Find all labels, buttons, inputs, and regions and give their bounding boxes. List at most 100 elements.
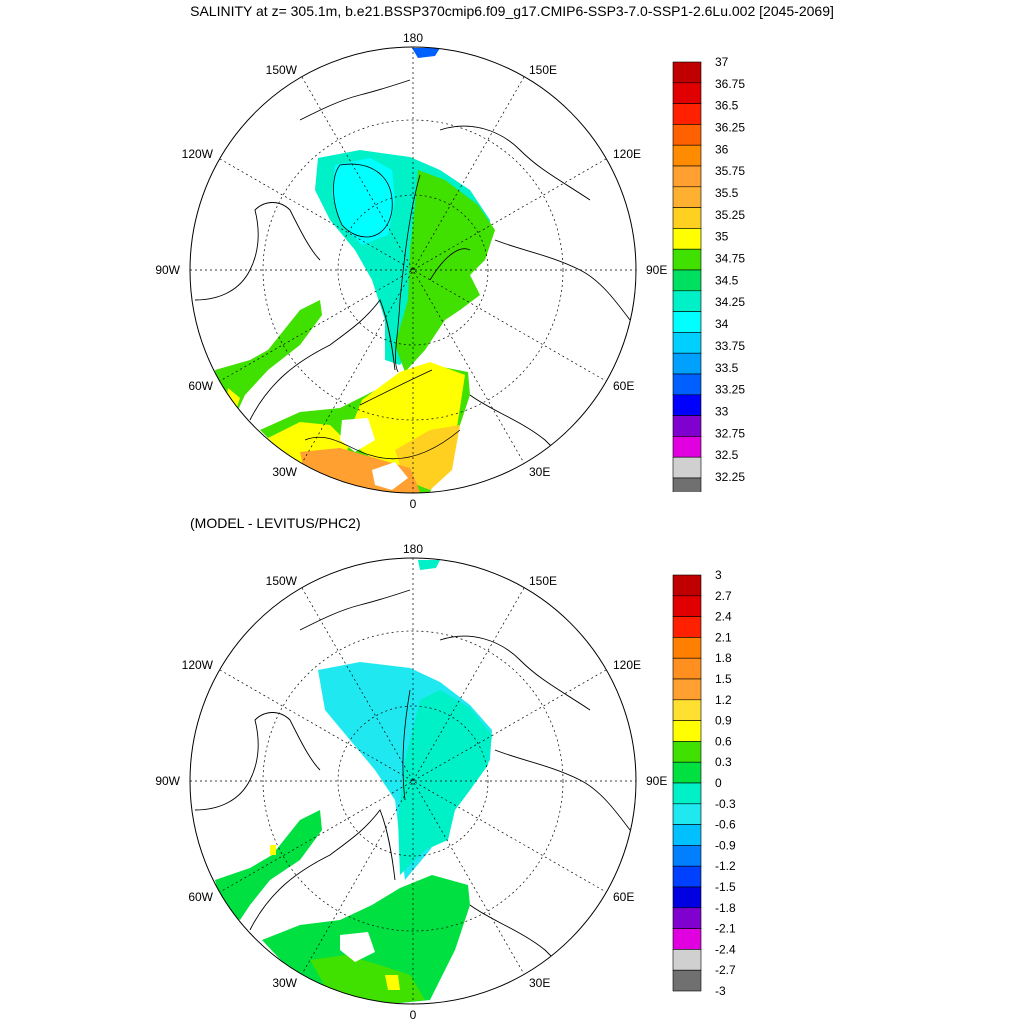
colorbar-bottom: 3 2.7 2.4 2.1 1.8 1.5 1.2 0.9 0.6 0.3 0 -0.3 -0.6 -0.… xyxy=(672,568,736,998)
colorbar-bottom-tick-label: -0.3 xyxy=(715,797,736,811)
colorbar-bottom-swatch xyxy=(672,761,702,784)
colorbar-bottom-swatch xyxy=(672,720,702,742)
colorbar-bottom-swatch xyxy=(672,928,702,950)
lon-label-60e-bottom: 60E xyxy=(613,890,634,904)
plot-title: SALINITY at z= 305.1m, b.e21.BSSP370cmip… xyxy=(190,3,834,19)
field-diff-minus-0-1 xyxy=(398,690,492,875)
lon-label-90e: 90E xyxy=(646,263,667,277)
colorbar-bottom-swatch xyxy=(672,782,702,805)
field-diff-greenland xyxy=(215,810,322,920)
lon-label-30e-bottom: 30E xyxy=(529,976,550,990)
colorbar-top-tick-label: 35 xyxy=(715,230,729,244)
lon-label-120e-bottom: 120E xyxy=(613,658,641,672)
lon-label-60e: 60E xyxy=(613,379,634,393)
lon-label-60w: 60W xyxy=(188,379,213,393)
colorbar-bottom-swatch xyxy=(672,637,702,659)
lon-label-150e-bottom: 150E xyxy=(529,574,557,588)
field-bering-blue xyxy=(412,48,440,58)
colorbar-bottom-swatch xyxy=(672,907,702,929)
colorbar-top-swatch xyxy=(672,311,702,333)
colorbar-top-tick-label: 35.5 xyxy=(715,186,739,200)
colorbar-bottom-tick-label: 1.5 xyxy=(715,672,732,686)
colorbar-top-tick-label: 36.5 xyxy=(715,99,739,113)
colorbar-top-swatch xyxy=(672,144,702,167)
lon-label-150w-bottom: 150W xyxy=(266,574,298,588)
lon-label-180: 180 xyxy=(403,31,423,45)
colorbar-bottom-tick-label: 1.8 xyxy=(715,651,732,665)
colorbar-top-swatch xyxy=(672,82,702,104)
salinity-map-top: 180 0 90W 90E 150W 120W 150E 120E 60W 30… xyxy=(155,31,667,510)
colorbar-top: 37 36.75 36.5 36.25 36 35.75 35.5 35.25 35 34.75 3… xyxy=(672,55,745,492)
land-iceland xyxy=(340,418,375,452)
colorbar-top-tick-label: 33.5 xyxy=(715,361,739,375)
colorbar-bottom-tick-label: 0.9 xyxy=(715,714,732,728)
colorbar-bottom-tick-label: -0.9 xyxy=(715,838,736,852)
colorbar-top-swatch xyxy=(672,248,702,271)
plot-subtitle: (MODEL - LEVITUS/PHC2) xyxy=(190,515,361,531)
lon-label-30e: 30E xyxy=(529,465,550,479)
colorbar-top-swatch xyxy=(672,165,702,188)
lon-label-0-bottom: 0 xyxy=(410,1008,417,1022)
field-diff-bering xyxy=(418,560,440,570)
lon-label-90e-bottom: 90E xyxy=(646,774,667,788)
colorbar-bottom-tick-label: -0.6 xyxy=(715,818,736,832)
lon-label-180-bottom: 180 xyxy=(403,542,423,556)
colorbar-bottom-tick-label: -2.4 xyxy=(715,942,736,956)
colorbar-top-tick-label: 35.75 xyxy=(715,164,745,178)
lon-label-150e: 150E xyxy=(529,63,557,77)
colorbar-top-swatch xyxy=(672,352,702,375)
field-diff-small xyxy=(270,845,276,855)
colorbar-top-swatch xyxy=(672,394,702,416)
colorbar-bottom-swatch xyxy=(672,969,702,992)
land-faroe xyxy=(372,462,408,490)
colorbar-bottom-tick-label: -1.5 xyxy=(715,880,736,894)
colorbar-top-swatch xyxy=(672,456,702,479)
colorbar-top-swatch xyxy=(672,207,702,229)
lon-label-90w: 90W xyxy=(155,263,180,277)
colorbar-bottom-tick-label: 2.1 xyxy=(715,630,732,644)
colorbar-top-tick-label: 33.75 xyxy=(715,339,745,353)
colorbar-bottom-swatch xyxy=(672,678,702,701)
colorbar-top-swatch xyxy=(672,436,702,458)
lon-label-90w-bottom: 90W xyxy=(155,774,180,788)
colorbar-top-swatch xyxy=(672,415,702,437)
lon-label-30w-bottom: 30W xyxy=(272,976,297,990)
colorbar-top-swatch xyxy=(672,269,702,292)
colorbar-bottom-tick-label: 0 xyxy=(715,776,722,790)
colorbar-top-swatch xyxy=(672,332,702,354)
colorbar-top-swatch xyxy=(672,103,702,125)
colorbar-bottom-tick-label: 3 xyxy=(715,568,722,582)
colorbar-top-swatch xyxy=(672,124,702,146)
colorbar-top-swatch xyxy=(672,290,702,312)
field-34-25 xyxy=(332,158,395,245)
lon-label-60w-bottom: 60W xyxy=(188,890,213,904)
colorbar-bottom-tick-label: 1.2 xyxy=(715,693,732,707)
colorbar-bottom-swatch xyxy=(672,949,702,971)
colorbar-top-swatch xyxy=(672,477,702,492)
colorbar-top-tick-label: 37 xyxy=(715,55,729,69)
lon-label-150w: 150W xyxy=(266,63,298,77)
colorbar-bottom-tick-label: -2.1 xyxy=(715,922,736,936)
colorbar-bottom-tick-label: 0.6 xyxy=(715,734,732,748)
colorbar-top-tick-label: 32.25 xyxy=(715,470,745,484)
field-greenland-green xyxy=(215,300,322,410)
colorbar-top-swatch xyxy=(672,228,702,250)
colorbar-bottom-tick-label: -3 xyxy=(715,984,726,998)
field-34-75 xyxy=(395,170,495,372)
colorbar-bottom-swatch xyxy=(672,845,702,867)
colorbar-top-tick-label: 34.75 xyxy=(715,252,745,266)
colorbar-bottom-tick-label: -2.7 xyxy=(715,963,736,977)
colorbar-top-swatch xyxy=(672,373,702,396)
colorbar-top-swatch xyxy=(672,186,702,208)
colorbar-bottom-tick-label: 0.3 xyxy=(715,755,732,769)
colorbar-bottom-tick-label: -1.2 xyxy=(715,859,736,873)
colorbar-top-swatch xyxy=(672,61,702,84)
colorbar-bottom-swatch xyxy=(672,741,702,763)
field-diff-positive xyxy=(385,975,400,990)
colorbar-bottom-tick-label: 2.7 xyxy=(715,589,732,603)
colorbar-top-tick-label: 33 xyxy=(715,404,729,418)
colorbar-bottom-swatch xyxy=(672,657,702,680)
colorbar-bottom-swatch xyxy=(672,574,702,597)
colorbar-top-tick-label: 35.25 xyxy=(715,208,745,222)
colorbar-top-tick-label: 34.5 xyxy=(715,273,739,287)
